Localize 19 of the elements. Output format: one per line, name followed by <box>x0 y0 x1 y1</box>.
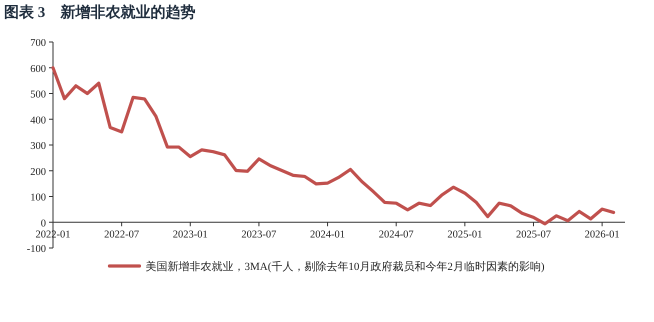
x-tick-label: 2023-01 <box>172 229 208 240</box>
y-tick-label: -100 <box>26 244 46 255</box>
x-tick-label: 2025-07 <box>516 229 551 240</box>
legend-label: 美国新增非农就业，3MA(千人，剔除去年10月政府裁员和今年2月临时因素的影响) <box>145 260 545 273</box>
x-tick-label: 2024-01 <box>310 229 346 240</box>
y-tick-label: 100 <box>30 192 46 204</box>
x-tick-label: 2024-07 <box>378 229 414 240</box>
y-tick-label: 0 <box>40 218 46 230</box>
y-tick-label: 700 <box>30 38 46 49</box>
x-tick-label: 2023-07 <box>241 229 276 240</box>
y-tick-label: 300 <box>30 141 46 152</box>
y-tick-label: 400 <box>30 115 46 126</box>
y-tick-label: 200 <box>30 166 46 178</box>
x-tick-label: 2026-01 <box>584 229 620 240</box>
chart-title: 图表 3 新增非农就业的趋势 <box>4 3 196 21</box>
x-tick-label: 2022-07 <box>104 229 140 240</box>
x-tick-label: 2025-01 <box>447 229 482 240</box>
y-tick-label: 500 <box>30 90 46 100</box>
y-tick-label: 600 <box>30 64 46 75</box>
